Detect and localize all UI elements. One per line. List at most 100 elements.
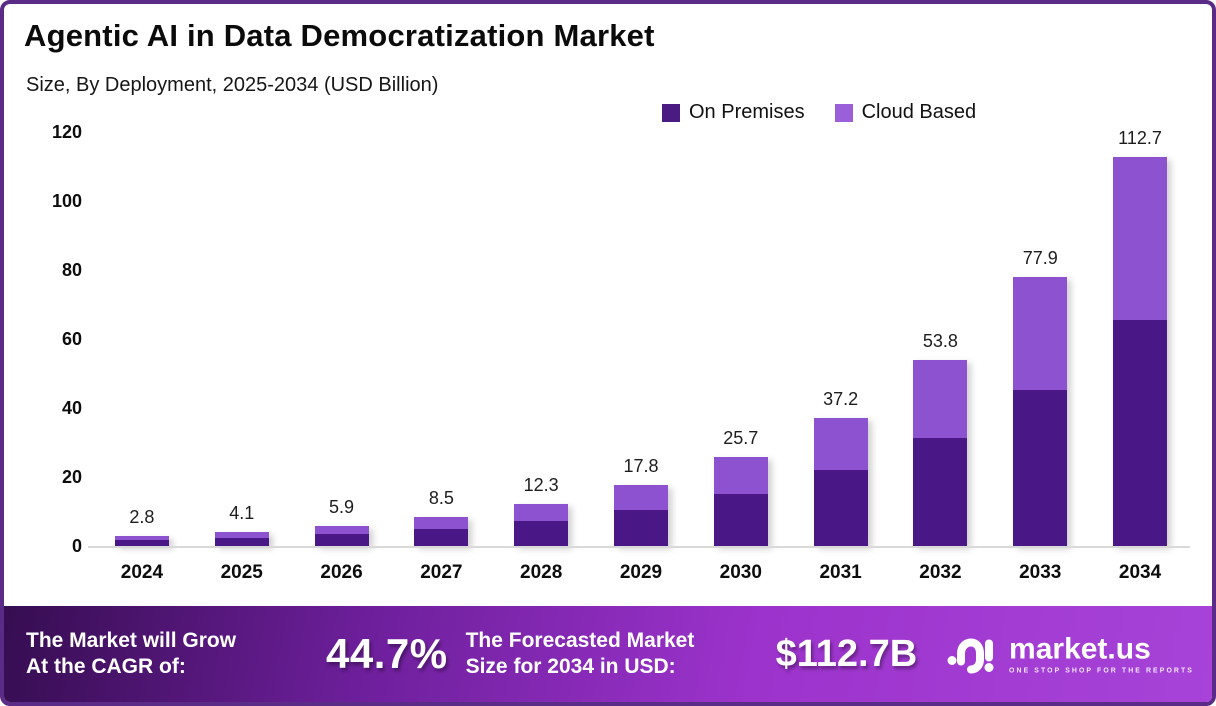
x-axis-label-2031: 2031 xyxy=(819,562,862,583)
stacked-bar-2033 xyxy=(1013,277,1068,546)
on-premises-segment-2031 xyxy=(813,470,868,546)
x-axis-label-2029: 2029 xyxy=(619,562,663,583)
stacked-bar-2034 xyxy=(1113,157,1168,546)
cagr-caption-line2: At the CAGR of: xyxy=(26,655,186,678)
forecast-value: $112.7B xyxy=(775,632,918,675)
y-axis-tick-20: 20 xyxy=(61,467,82,487)
x-axis-label-2033: 2033 xyxy=(1019,562,1062,583)
stacked-bar-2024 xyxy=(114,536,169,546)
legend-item-cloud-based: Cloud Based xyxy=(834,101,977,124)
bar-column-2028: 12.3 xyxy=(491,132,591,546)
bar-column-2029: 17.8 xyxy=(591,132,691,546)
stacked-bar-2026 xyxy=(314,525,369,546)
chart-legend: On Premises Cloud Based xyxy=(662,101,976,124)
on-premises-segment-2033 xyxy=(1013,389,1068,546)
marketus-logo-icon xyxy=(947,630,999,679)
bar-column-2025: 4.1 xyxy=(192,132,292,546)
bar-column-2034: 112.7 xyxy=(1090,128,1190,546)
legend-item-on-premises: On Premises xyxy=(662,101,805,124)
bar-total-label-2033: 77.9 xyxy=(1022,248,1058,269)
stacked-bar-2028 xyxy=(514,503,569,546)
y-axis-tick-60: 60 xyxy=(61,329,82,349)
x-axis-labels: 2024 2025 2026 2027 2028 2029 2030 2031 2032 2033… xyxy=(92,562,1190,584)
bar-total-label-2028: 12.3 xyxy=(523,474,559,495)
plot-area: 2.8 4.1 5.9 8.5 12.3 17.8 25.7 37.2 53.8 77.9 112.… xyxy=(88,128,1190,548)
bar-total-label-2030: 25.7 xyxy=(723,428,759,449)
page-subtitle: Size, By Deployment, 2025-2034 (USD Bill… xyxy=(26,74,439,96)
bar-total-label-2024: 2.8 xyxy=(129,507,155,528)
page-title: Agentic AI in Data Democratization Marke… xyxy=(24,18,655,53)
cagr-caption: The Market will Grow At the CAGR of: xyxy=(26,628,326,680)
bar-column-2033: 77.9 xyxy=(990,132,1090,546)
on-premises-segment-2034 xyxy=(1113,319,1168,546)
cloud-based-segment-2026 xyxy=(314,525,369,535)
on-premises-segment-2027 xyxy=(414,529,469,546)
bar-column-2026: 5.9 xyxy=(292,132,392,546)
bar-column-2030: 25.7 xyxy=(691,132,791,546)
cloud-based-segment-2031 xyxy=(813,417,868,471)
bar-column-2032: 53.8 xyxy=(891,132,991,546)
cloud-based-segment-2032 xyxy=(913,360,968,439)
cloud-based-swatch-icon xyxy=(834,103,853,122)
y-axis-tick-0: 0 xyxy=(71,536,82,556)
cagr-caption-line1: The Market will Grow xyxy=(26,629,237,652)
cloud-based-segment-2024 xyxy=(114,536,169,541)
x-axis-label-2034: 2034 xyxy=(1118,562,1162,583)
stacked-bar-2031 xyxy=(813,417,868,546)
bar-total-label-2029: 17.8 xyxy=(623,455,659,476)
on-premises-swatch-icon xyxy=(662,103,680,122)
stacked-bar-2030 xyxy=(713,457,768,546)
bar-total-label-2034: 112.7 xyxy=(1118,128,1162,149)
y-axis-tick-80: 80 xyxy=(61,260,82,280)
x-axis-label-2028: 2028 xyxy=(520,562,563,583)
legend-label-on-premises: On Premises xyxy=(689,101,805,123)
cloud-based-segment-2033 xyxy=(1013,277,1068,390)
on-premises-segment-2026 xyxy=(314,534,369,546)
bar-total-label-2032: 53.8 xyxy=(922,331,958,352)
bar-series: 2.8 4.1 5.9 8.5 12.3 17.8 25.7 37.2 53.8 77.9 112.… xyxy=(92,128,1190,546)
x-axis-label-2026: 2026 xyxy=(320,562,363,583)
bar-column-2031: 37.2 xyxy=(791,132,891,546)
on-premises-segment-2029 xyxy=(613,510,668,546)
y-axis-tick-120: 120 xyxy=(51,122,82,142)
brand-name: market.us xyxy=(1009,632,1151,665)
cloud-based-segment-2027 xyxy=(414,516,469,530)
cloud-based-segment-2029 xyxy=(613,484,668,511)
stacked-bar-2025 xyxy=(214,531,269,546)
bar-total-label-2031: 37.2 xyxy=(823,388,859,409)
x-axis-label-2024: 2024 xyxy=(120,562,164,583)
stacked-bar-2029 xyxy=(613,484,668,546)
forecast-caption: The Forecasted Market Size for 2034 in U… xyxy=(466,628,766,680)
x-axis-line xyxy=(88,546,1190,548)
cloud-based-segment-2034 xyxy=(1113,157,1168,320)
bar-total-label-2026: 5.9 xyxy=(329,496,355,517)
legend-label-cloud-based: Cloud Based xyxy=(861,101,977,123)
brand-tagline: ONE STOP SHOP FOR THE REPORTS xyxy=(1009,667,1194,674)
forecast-caption-line2: Size for 2034 in USD: xyxy=(465,655,676,678)
on-premises-segment-2032 xyxy=(913,438,968,546)
bar-column-2024: 2.8 xyxy=(92,132,192,546)
y-axis-tick-100: 100 xyxy=(51,191,82,211)
forecast-caption-line1: The Forecasted Market xyxy=(465,629,695,652)
x-axis-label-2027: 2027 xyxy=(420,562,463,583)
stacked-bar-2027 xyxy=(414,516,469,546)
on-premises-segment-2025 xyxy=(214,537,269,546)
bottom-banner: The Market will Grow At the CAGR of: 44.… xyxy=(4,606,1212,702)
x-axis-label-2032: 2032 xyxy=(919,562,962,583)
cagr-value: 44.7% xyxy=(326,630,448,677)
brand-logo: market.us ONE STOP SHOP FOR THE REPORTS xyxy=(947,630,1194,679)
cloud-based-segment-2025 xyxy=(214,531,269,538)
y-axis: 0 20 40 60 80 100 120 xyxy=(20,122,82,556)
on-premises-segment-2024 xyxy=(114,540,169,546)
stacked-bar-2032 xyxy=(913,360,968,546)
bar-column-2027: 8.5 xyxy=(391,132,491,546)
y-axis-tick-40: 40 xyxy=(61,398,82,418)
x-axis-label-2025: 2025 xyxy=(220,562,263,583)
cloud-based-segment-2028 xyxy=(514,503,569,522)
on-premises-segment-2028 xyxy=(514,521,569,546)
x-axis-label-2030: 2030 xyxy=(719,562,762,583)
bar-total-label-2025: 4.1 xyxy=(229,502,255,523)
cloud-based-segment-2030 xyxy=(713,457,768,494)
on-premises-segment-2030 xyxy=(713,493,768,546)
